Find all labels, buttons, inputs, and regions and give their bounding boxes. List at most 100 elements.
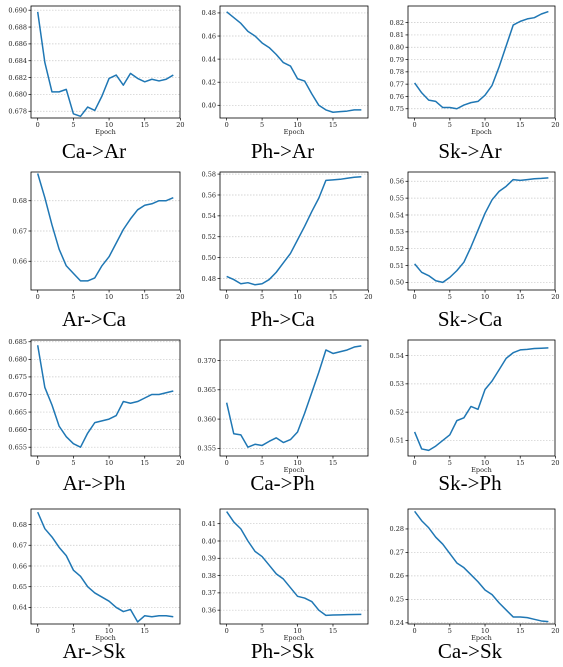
y-tick-label: 0.53: [390, 228, 404, 236]
y-tick-label: 0.80: [390, 44, 404, 52]
y-tick-label: 0.67: [13, 227, 27, 235]
x-tick-label: 5: [448, 293, 452, 301]
chart-svg: 0.50 0.51 0.52 0.53 0.54 0.55 0.56 0 5 10 15 20: [390, 171, 560, 301]
chart-panel-ca-to-sk: 0.24 0.25 0.26 0.27 0.28 0 5 10 15 20 Epoch Ca->Sk: [377, 501, 563, 667]
chart-svg: 0.66 0.67 0.68 0 5 10 15 20: [13, 171, 185, 301]
axes-frame: [30, 171, 181, 291]
chart-svg: 0.75 0.76 0.77 0.78 0.79 0.80 0.81 0.82 0 5 10 15 20…: [390, 5, 560, 136]
chart-caption: Ar->Ca: [62, 307, 126, 331]
axes-frame: [407, 5, 556, 119]
chart-caption: Ca->Ph: [250, 471, 315, 495]
y-tick-label: 0.77: [390, 80, 404, 88]
chart-svg: 0.355 0.360 0.365 0.370 0 5 10 15 Epoch: [197, 339, 369, 474]
y-tick-label: 0.48: [202, 275, 216, 283]
x-tick-label: 20: [176, 293, 184, 301]
chart-panel-ar-to-ca: 0.66 0.67 0.68 0 5 10 15 20 Ar->Ca: [0, 166, 188, 335]
y-tick-label: 0.675: [8, 373, 27, 381]
x-tick-label: 5: [260, 121, 264, 129]
y-tick-label: 0.55: [390, 194, 404, 202]
y-tick-label: 0.79: [390, 56, 404, 64]
x-tick-label: 10: [481, 627, 489, 635]
series-line: [225, 345, 362, 448]
axes-frame: [219, 5, 369, 119]
y-tick-label: 0.28: [390, 525, 404, 533]
axes-frame: [219, 339, 369, 457]
chart-panel-sk-to-ar: 0.75 0.76 0.77 0.78 0.79 0.80 0.81 0.82 0 5 10 15 20…: [377, 0, 563, 167]
x-tick-label: 5: [448, 459, 452, 467]
x-tick-label: 10: [293, 293, 301, 301]
series-line: [226, 511, 362, 617]
y-tick-label: 0.670: [8, 391, 27, 399]
y-tick-label: 0.684: [8, 57, 27, 65]
y-tick-label: 0.50: [202, 254, 216, 262]
chart-caption: Ph->Sk: [250, 639, 315, 663]
y-tick-label: 0.24: [390, 619, 404, 627]
x-axis-label: Epoch: [471, 466, 492, 474]
y-tick-label: 0.67: [13, 542, 27, 550]
x-tick-label: 0: [225, 121, 229, 129]
axes-frame: [219, 171, 369, 291]
x-tick-label: 0: [36, 459, 40, 467]
y-tick-label: 0.41: [202, 520, 216, 528]
chart-panel-ph-to-ar: 0.40 0.42 0.44 0.46 0.48 0 5 10 15 Epoch Ph->Ar: [189, 0, 376, 167]
y-tick-label: 0.78: [390, 68, 404, 76]
axes-frame: [407, 339, 556, 457]
y-tick-label: 0.680: [8, 91, 27, 99]
y-tick-label: 0.40: [202, 537, 216, 545]
y-tick-label: 0.688: [8, 23, 27, 31]
x-tick-label: 10: [481, 121, 489, 129]
y-tick-label: 0.51: [390, 437, 404, 445]
y-tick-label: 0.66: [13, 258, 27, 266]
chart-caption: Ca->Sk: [437, 639, 503, 663]
chart-caption: Sk->Ca: [437, 307, 503, 331]
y-tick-label: 0.42: [202, 79, 216, 87]
chart-caption: Sk->Ar: [438, 139, 502, 163]
chart-svg: 0.40 0.42 0.44 0.46 0.48 0 5 10 15 Epoch: [202, 5, 369, 136]
y-tick-label: 0.27: [390, 549, 404, 557]
y-tick-label: 0.355: [197, 445, 216, 453]
y-tick-label: 0.81: [390, 31, 404, 39]
series-line: [36, 173, 174, 282]
x-tick-label: 0: [413, 459, 417, 467]
y-tick-label: 0.370: [197, 357, 216, 365]
x-axis-label: Epoch: [95, 634, 116, 642]
chart-panel-ar-to-ph: 0.655 0.660 0.665 0.670 0.675 0.680 0.685 0 5 10 1…: [0, 334, 188, 499]
x-tick-label: 10: [105, 627, 113, 635]
x-tick-label: 0: [413, 121, 417, 129]
axes-frame: [407, 171, 556, 291]
y-tick-label: 0.40: [202, 102, 216, 110]
axes-frame: [407, 508, 556, 625]
y-tick-label: 0.685: [8, 338, 27, 346]
x-tick-label: 0: [225, 459, 229, 467]
y-tick-label: 0.26: [390, 572, 404, 580]
x-tick-label: 20: [551, 459, 559, 467]
y-tick-label: 0.68: [13, 521, 27, 529]
chart-svg: 0.655 0.660 0.665 0.670 0.675 0.680 0.685 0 5 10 1…: [8, 338, 184, 467]
chart-svg: 0.24 0.25 0.26 0.27 0.28 0 5 10 15 20 Epoch: [390, 508, 560, 642]
y-tick-label: 0.52: [390, 408, 404, 416]
x-tick-label: 5: [260, 293, 264, 301]
y-tick-label: 0.75: [390, 105, 404, 113]
x-tick-label: 5: [71, 293, 75, 301]
y-tick-label: 0.660: [8, 426, 27, 434]
y-tick-label: 0.655: [8, 444, 27, 452]
y-tick-label: 0.65: [13, 583, 27, 591]
y-tick-label: 0.38: [202, 572, 216, 580]
y-tick-label: 0.56: [390, 178, 404, 186]
series-line: [37, 511, 174, 623]
y-tick-label: 0.686: [8, 40, 27, 48]
y-tick-label: 0.44: [202, 55, 216, 63]
y-tick-label: 0.54: [390, 211, 404, 219]
y-tick-label: 0.25: [390, 596, 404, 604]
x-axis-label: Epoch: [471, 128, 492, 136]
x-tick-label: 15: [516, 121, 524, 129]
axes-frame: [30, 508, 181, 625]
y-tick-label: 0.64: [13, 604, 27, 612]
x-tick-label: 0: [225, 293, 229, 301]
chart-panel-sk-to-ph: 0.51 0.52 0.53 0.54 0 5 10 15 20 Epoch Sk->Ph: [377, 334, 563, 499]
y-tick-label: 0.39: [202, 555, 216, 563]
y-tick-label: 0.52: [202, 233, 216, 241]
series-line: [414, 10, 549, 110]
y-tick-label: 0.58: [202, 170, 216, 178]
